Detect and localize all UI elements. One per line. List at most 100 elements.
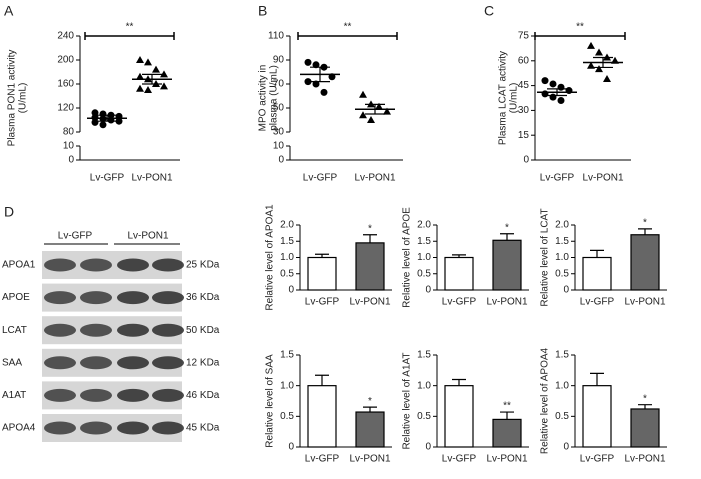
y-axis-label: Plasma LCAT activity — [498, 51, 509, 145]
y-tick-label: 1.5 — [417, 236, 431, 247]
y-tick-label: 0.5 — [555, 411, 569, 422]
size-label: 45 KDa — [186, 423, 220, 434]
y-tick-label: 240 — [57, 31, 74, 42]
y-tick-label: 120 — [57, 103, 74, 114]
y-tick-label: 0.5 — [280, 411, 294, 422]
blot-band — [44, 291, 76, 305]
size-label: 25 KDa — [186, 260, 220, 271]
y-tick-label: 0.5 — [417, 268, 431, 279]
y-tick-label: 0 — [563, 285, 569, 296]
x-tick-label: Lv-PON1 — [582, 173, 624, 184]
y-tick-label: 0 — [288, 285, 294, 296]
significance: * — [505, 222, 509, 233]
bar — [355, 242, 385, 291]
y-axis-label: Plasma PON1 activity — [7, 50, 18, 147]
error-bar — [452, 378, 466, 386]
y-tick-label: 1.5 — [280, 236, 294, 247]
y-tick-label: 0 — [563, 442, 569, 453]
lane-label: Lv-PON1 — [127, 231, 169, 242]
size-label: 12 KDa — [186, 357, 220, 368]
error-bar — [590, 249, 604, 258]
bar — [444, 385, 474, 448]
bar — [307, 385, 337, 448]
bar — [630, 408, 660, 448]
x-tick-label: Lv-PON1 — [354, 173, 396, 184]
y-tick-label: 0 — [288, 442, 294, 453]
data-point — [304, 78, 312, 86]
y-axis-label: Relative level of APOA4 — [540, 347, 551, 454]
error-bar — [310, 66, 330, 83]
y-tick-label: 2.0 — [417, 220, 431, 231]
data-point — [367, 116, 375, 123]
x-tick-label: Lv-GFP — [303, 173, 338, 184]
y-tick-label: 0 — [68, 155, 74, 166]
y-axis-label: Relative level of APOA1 — [265, 204, 276, 311]
panel-letter: A — [4, 3, 14, 19]
blot-band — [152, 323, 184, 337]
protein-label: APOA4 — [2, 423, 36, 434]
y-tick-label: 1.0 — [555, 380, 569, 391]
error-bar — [500, 411, 514, 420]
y-tick-label: 1.0 — [417, 252, 431, 263]
significance: * — [368, 396, 372, 407]
data-point — [312, 80, 320, 88]
data-point — [557, 83, 565, 91]
data-point — [595, 65, 603, 73]
x-tick-label: Lv-PON1 — [349, 297, 391, 308]
error-bar — [315, 374, 329, 386]
error-bar — [593, 56, 613, 69]
significance-bracket — [84, 32, 175, 40]
lane-label: Lv-GFP — [58, 231, 93, 242]
y-axis-label: Relative level of APOE — [402, 207, 413, 308]
blot-band — [44, 258, 76, 272]
error-bar — [500, 233, 514, 241]
error-bar — [638, 228, 652, 235]
data-point — [312, 61, 320, 69]
data-point — [541, 90, 549, 98]
bar — [582, 385, 612, 448]
y-tick-label: 160 — [57, 79, 74, 90]
error-bar — [547, 88, 567, 97]
y-tick-label: 0 — [278, 155, 284, 166]
y-tick-label: 1.0 — [417, 380, 431, 391]
data-point — [320, 88, 328, 96]
y-tick-label: 1.0 — [280, 252, 294, 263]
blot-band — [117, 356, 149, 370]
x-tick-label: Lv-GFP — [540, 173, 575, 184]
data-point — [565, 87, 573, 95]
y-axis-label: plasma (U/mL) — [269, 65, 280, 131]
x-tick-label: Lv-PON1 — [486, 454, 528, 465]
y-tick-label: 70 — [273, 79, 285, 90]
y-tick-label: 1.5 — [280, 350, 294, 361]
data-point — [549, 80, 557, 88]
y-tick-label: 80 — [63, 127, 75, 138]
y-tick-label: 0 — [425, 285, 431, 296]
y-tick-label: 1.5 — [555, 236, 569, 247]
data-point — [557, 96, 565, 104]
error-bar — [638, 404, 652, 409]
y-tick-label: 50 — [273, 103, 285, 114]
y-tick-label: 200 — [57, 55, 74, 66]
y-tick-label: 2.0 — [555, 220, 569, 231]
blot-band — [152, 421, 184, 435]
bar — [355, 411, 385, 448]
y-tick-label: 1.5 — [555, 350, 569, 361]
blot-band — [117, 258, 149, 272]
data-point — [595, 48, 603, 56]
x-tick-label: Lv-GFP — [305, 454, 340, 465]
error-bar — [365, 103, 385, 115]
x-tick-label: Lv-PON1 — [131, 173, 173, 184]
bar — [444, 256, 474, 291]
significance: * — [643, 218, 647, 229]
x-tick-label: Lv-PON1 — [624, 297, 666, 308]
blot-band — [44, 388, 76, 402]
y-axis-label: Relative level of A1AT — [402, 352, 413, 449]
error-bar — [142, 73, 162, 85]
data-point — [136, 56, 144, 63]
blot-band — [117, 421, 149, 435]
blot-band — [80, 323, 112, 337]
protein-label: APOE — [2, 292, 30, 303]
blot-band — [80, 291, 112, 305]
bar — [492, 239, 522, 291]
